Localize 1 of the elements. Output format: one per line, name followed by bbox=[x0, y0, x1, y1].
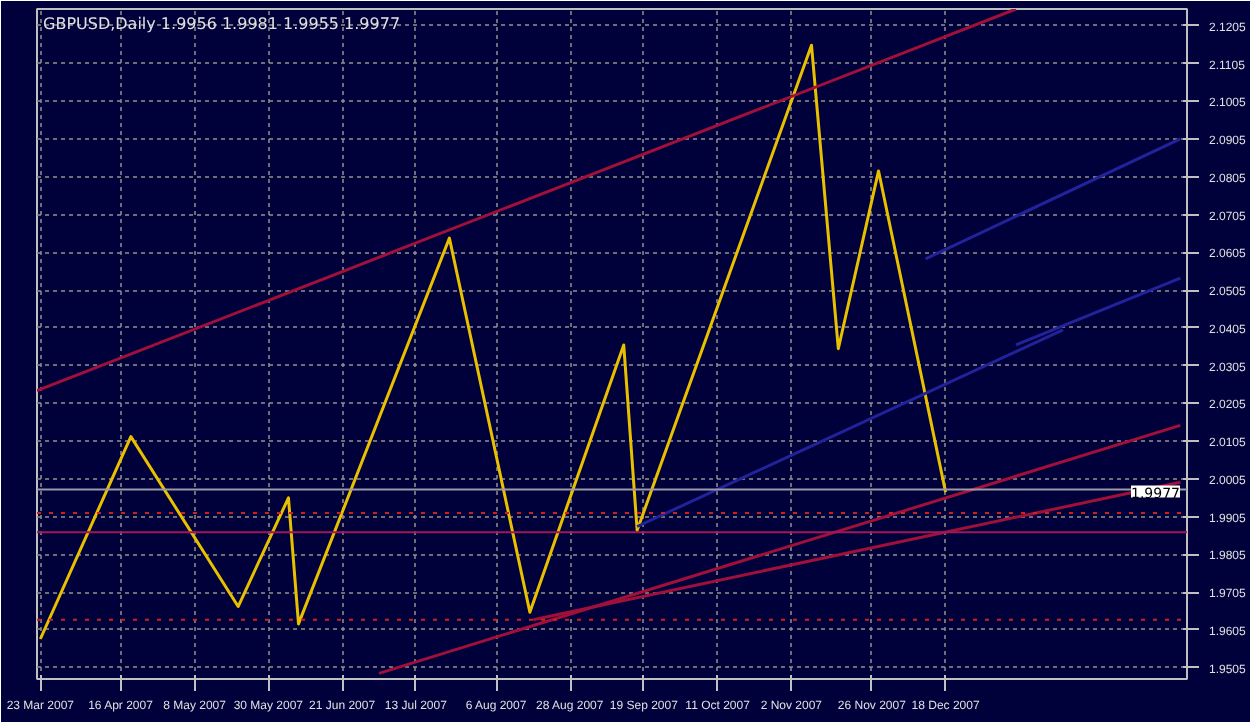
chart-title: GBPUSD,Daily 1.9956 1.9981 1.9955 1.9977 bbox=[43, 15, 401, 33]
